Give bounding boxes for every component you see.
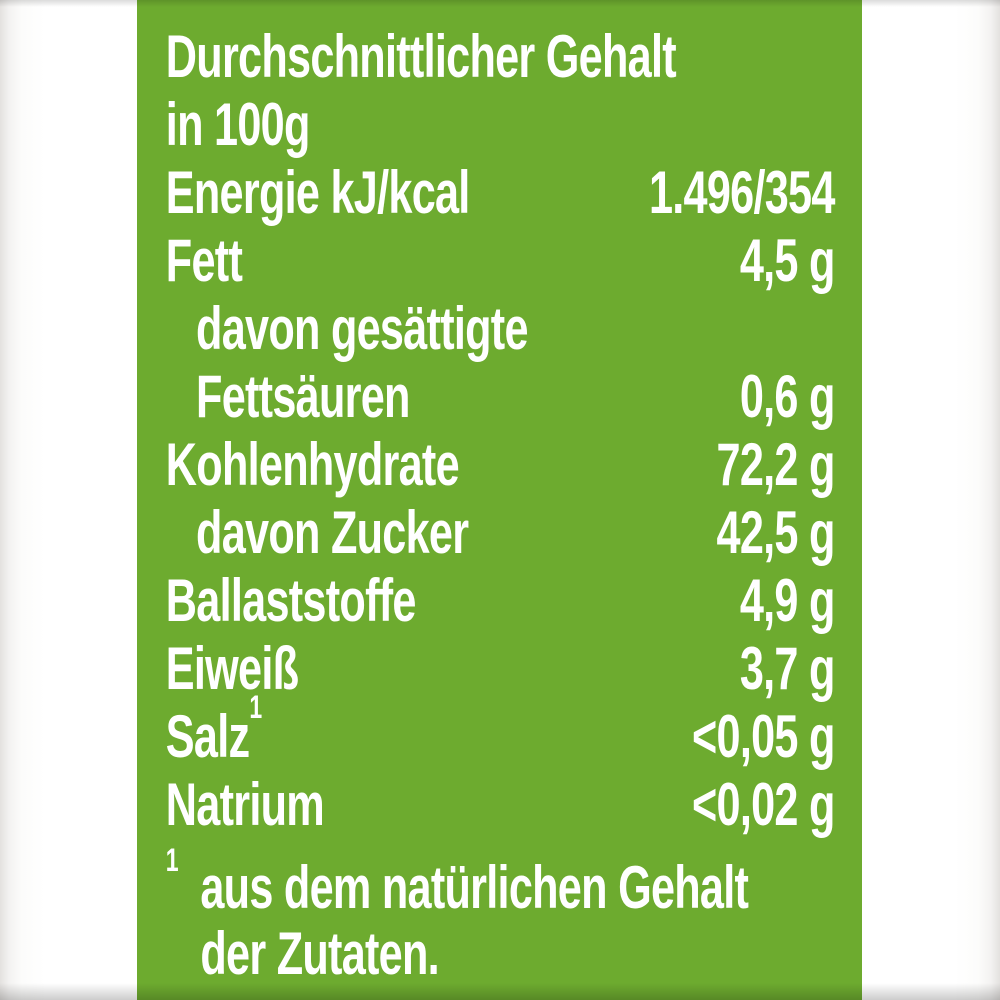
nutrition-table: Durchschnittlicher Gehalt in 100g Energi…: [137, 0, 862, 987]
row-salt-value: <0,05 g: [692, 703, 835, 770]
table-title-line2: in 100g: [166, 91, 835, 159]
left-margin: [0, 0, 137, 1000]
row-sugar-value: 42,5 g: [716, 499, 836, 566]
title-unit-text: in 100g: [165, 91, 311, 158]
right-margin: [862, 0, 1000, 1000]
row-saturated-intro: davon gesättigte: [166, 295, 835, 363]
row-saturated-fat-value: 0,6 g: [739, 363, 836, 430]
row-sodium-value: <0,02 g: [692, 771, 835, 838]
footnote: 1 aus dem natürlichen Gehalt der Zutaten…: [166, 844, 835, 987]
row-carbohydrates-label: Kohlenhydrate: [165, 431, 460, 498]
row-salt-footnote-marker: 1: [249, 689, 263, 726]
row-protein-label: Eiweiß: [165, 635, 299, 702]
row-salt: Salz1 <0,05 g: [165, 691, 836, 771]
row-saturated-fat: Fettsäuren 0,6 g: [166, 363, 835, 431]
row-sodium-label: Natrium: [165, 771, 325, 838]
row-saturated-intro-label: davon gesättigte: [196, 295, 528, 362]
row-protein: Eiweiß 3,7 g: [165, 635, 836, 703]
row-sugar: davon Zucker 42,5 g: [166, 499, 835, 567]
nutrition-panel: Durchschnittlicher Gehalt in 100g Energi…: [137, 0, 862, 1000]
row-fiber-label: Ballaststoffe: [165, 567, 417, 634]
row-fat-label: Fett: [165, 227, 243, 294]
row-sugar-label: davon Zucker: [196, 499, 469, 566]
row-fiber: Ballaststoffe 4,9 g: [165, 567, 836, 635]
row-fat-value: 4,5 g: [739, 227, 836, 294]
row-fiber-value: 4,9 g: [739, 567, 836, 634]
row-fat: Fett 4,5 g: [165, 227, 836, 295]
footnote-line1: aus dem natürlichen Gehalt: [200, 854, 749, 921]
row-carbohydrates-value: 72,2 g: [716, 431, 836, 498]
row-energy-value: 1.496/354: [648, 159, 835, 226]
row-salt-label: Salz: [165, 703, 250, 770]
row-carbohydrates: Kohlenhydrate 72,2 g: [165, 431, 836, 499]
table-title-line1: Durchschnittlicher Gehalt: [166, 23, 835, 91]
row-protein-value: 3,7 g: [739, 635, 836, 702]
row-energy-label: Energie kJ/kcal: [165, 159, 471, 226]
row-saturated-fat-label: Fettsäuren: [196, 363, 410, 430]
row-sodium: Natrium <0,02 g: [165, 771, 836, 839]
title-text: Durchschnittlicher Gehalt: [165, 23, 677, 90]
footnote-line2: der Zutaten.: [200, 920, 439, 987]
footnote-marker: 1: [165, 842, 179, 878]
row-energy: Energie kJ/kcal 1.496/354: [165, 159, 836, 227]
